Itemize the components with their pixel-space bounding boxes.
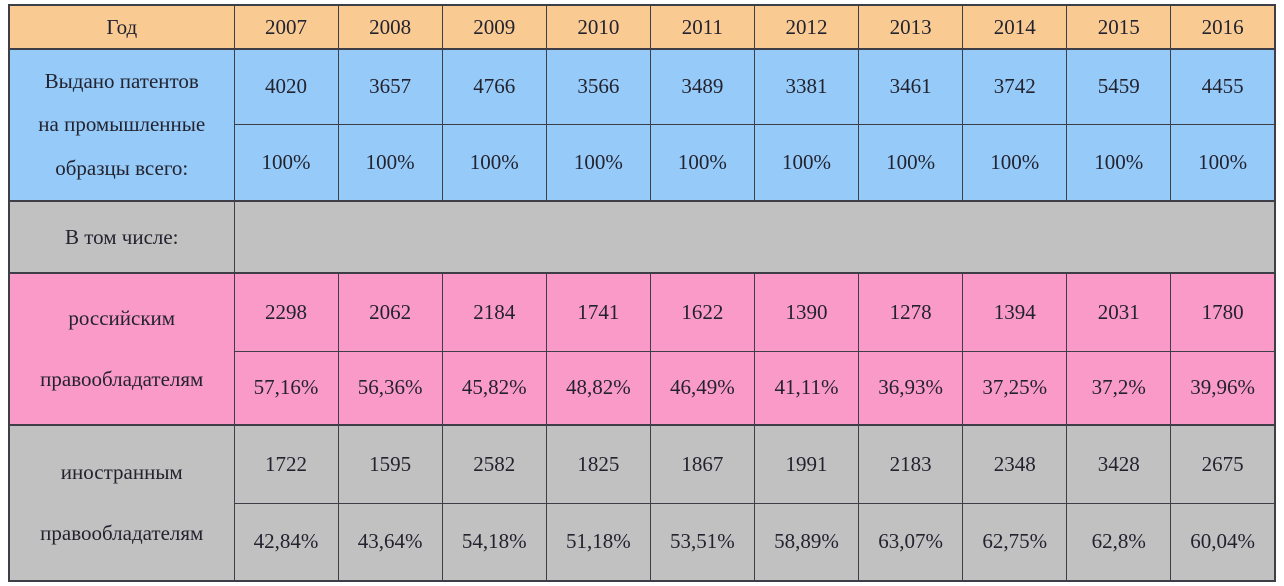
count-cell: 2184 xyxy=(441,272,547,352)
count-cell: 2183 xyxy=(858,424,964,504)
year-corner-cell: Год xyxy=(8,4,235,50)
share-cell: 100% xyxy=(753,123,860,202)
share-cell: 54,18% xyxy=(441,502,547,582)
share-cell: 45,82% xyxy=(441,350,547,426)
subheader-empty-cell xyxy=(233,200,1276,274)
share-cell: 63,07% xyxy=(858,502,964,582)
patent-statistics-table: Год 2007 2008 2009 2010 2011 2012 2013 2… xyxy=(8,4,1276,582)
count-cell: 2348 xyxy=(962,424,1068,504)
row-label-total: Выдано патентов на промышленные образцы … xyxy=(8,48,235,202)
share-cell: 42,84% xyxy=(233,502,339,582)
russian-count-row: российским правообладателям 2298 2062 21… xyxy=(8,272,1276,426)
year-header-cell: 2008 xyxy=(337,4,443,50)
share-cell: 53,51% xyxy=(649,502,755,582)
year-header-cell: 2007 xyxy=(233,4,339,50)
share-cell: 100% xyxy=(441,123,547,202)
share-cell: 48,82% xyxy=(545,350,651,426)
year-header-cell: 2013 xyxy=(858,4,964,50)
foreign-count-row: иностранным правообладателям 1722 1595 2… xyxy=(8,424,1276,582)
share-cell: 41,11% xyxy=(753,350,860,426)
share-cell: 36,93% xyxy=(858,350,964,426)
header-row: Год 2007 2008 2009 2010 2011 2012 2013 2… xyxy=(8,4,1276,50)
count-cell: 3657 xyxy=(337,48,443,125)
share-cell: 100% xyxy=(649,123,755,202)
share-cell: 39,96% xyxy=(1170,350,1276,426)
share-cell: 37,25% xyxy=(962,350,1068,426)
count-cell: 3381 xyxy=(753,48,860,125)
count-cell: 1780 xyxy=(1170,272,1276,352)
count-cell: 1390 xyxy=(753,272,860,352)
share-cell: 62,8% xyxy=(1066,502,1172,582)
count-cell: 2031 xyxy=(1066,272,1172,352)
total-count-row: Выдано патентов на промышленные образцы … xyxy=(8,48,1276,202)
count-cell: 1394 xyxy=(962,272,1068,352)
share-cell: 100% xyxy=(1170,123,1276,202)
count-cell: 2062 xyxy=(337,272,443,352)
share-cell: 60,04% xyxy=(1170,502,1276,582)
count-cell: 2582 xyxy=(441,424,547,504)
share-cell: 100% xyxy=(962,123,1068,202)
share-cell: 37,2% xyxy=(1066,350,1172,426)
year-header-cell: 2009 xyxy=(441,4,547,50)
total-percent-row: 100% 100% 100% 100% 100% 100% 100% 100% … xyxy=(9,123,1276,202)
share-cell: 100% xyxy=(233,123,339,202)
year-header-cell: 2010 xyxy=(545,4,651,50)
count-cell: 2298 xyxy=(233,272,339,352)
count-cell: 1825 xyxy=(545,424,651,504)
count-cell: 1278 xyxy=(858,272,964,352)
count-cell: 3428 xyxy=(1066,424,1172,504)
count-cell: 1867 xyxy=(649,424,755,504)
count-cell: 1991 xyxy=(753,424,860,504)
count-cell: 4766 xyxy=(441,48,547,125)
count-cell: 4455 xyxy=(1170,48,1276,125)
count-cell: 3742 xyxy=(962,48,1068,125)
subheader-label: В том числе: xyxy=(8,200,235,274)
share-cell: 43,64% xyxy=(337,502,443,582)
subheader-row: В том числе: xyxy=(8,200,1276,274)
year-header-cell: 2012 xyxy=(753,4,860,50)
share-cell: 100% xyxy=(337,123,443,202)
share-cell: 46,49% xyxy=(649,350,755,426)
year-header-cell: 2014 xyxy=(962,4,1068,50)
count-cell: 1622 xyxy=(649,272,755,352)
year-header-cell: 2016 xyxy=(1170,4,1276,50)
year-header-cell: 2015 xyxy=(1066,4,1172,50)
count-cell: 1595 xyxy=(337,424,443,504)
count-cell: 1722 xyxy=(233,424,339,504)
count-cell: 5459 xyxy=(1066,48,1172,125)
share-cell: 62,75% xyxy=(962,502,1068,582)
share-cell: 100% xyxy=(545,123,651,202)
year-header-cell: 2011 xyxy=(649,4,755,50)
count-cell: 3566 xyxy=(545,48,651,125)
share-cell: 57,16% xyxy=(233,350,339,426)
share-cell: 56,36% xyxy=(337,350,443,426)
count-cell: 3461 xyxy=(858,48,964,125)
count-cell: 3489 xyxy=(649,48,755,125)
share-cell: 100% xyxy=(858,123,964,202)
share-cell: 58,89% xyxy=(753,502,860,582)
count-cell: 1741 xyxy=(545,272,651,352)
row-label-foreign: иностранным правообладателям xyxy=(8,424,235,582)
row-label-russian: российским правообладателям xyxy=(8,272,235,426)
share-cell: 100% xyxy=(1066,123,1172,202)
count-cell: 4020 xyxy=(233,48,339,125)
share-cell: 51,18% xyxy=(545,502,651,582)
count-cell: 2675 xyxy=(1170,424,1276,504)
